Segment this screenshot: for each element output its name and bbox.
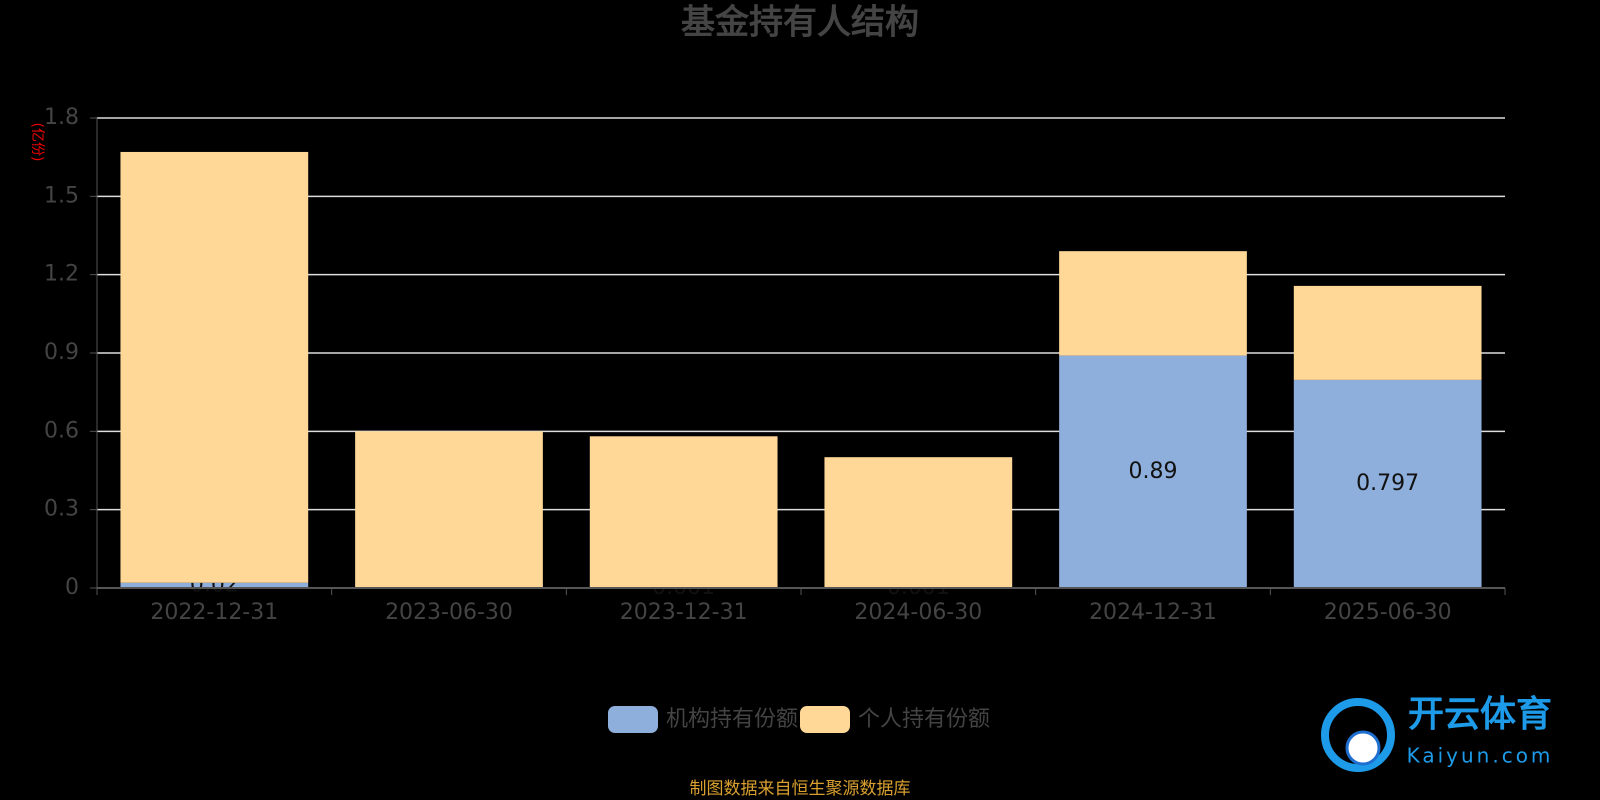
- x-tick-label: 2022-12-31: [150, 600, 278, 625]
- watermark: 开云体育 Kaiyun.com: [1321, 694, 1554, 772]
- bar-segment: [589, 436, 778, 588]
- chart-title: 基金持有人结构: [681, 3, 919, 43]
- legend-label: 个人持有份额: [858, 707, 990, 732]
- data-label: 0.89: [1129, 459, 1178, 484]
- watermark-name: 开云体育: [1408, 694, 1552, 735]
- x-tick-label: 2023-12-31: [620, 600, 748, 625]
- bar-segment: [824, 457, 1013, 588]
- bar-segment: [1059, 251, 1247, 356]
- source-note: 制图数据来自恒生聚源数据库: [690, 779, 911, 799]
- bar-segment: [1293, 379, 1482, 588]
- y-tick-label: 0.3: [44, 497, 79, 522]
- bar-segment: [120, 582, 309, 588]
- watermark-icon: [1321, 698, 1395, 772]
- bar-segment: [1059, 355, 1247, 588]
- legend-swatch: [608, 706, 658, 733]
- y-tick-label: 0.6: [44, 418, 79, 443]
- y-tick-label: 1.2: [44, 262, 79, 287]
- watermark-ball: [1345, 730, 1381, 766]
- bar-segment: [355, 431, 543, 588]
- y-tick-label: 0.9: [44, 340, 79, 365]
- legend-swatch: [800, 706, 850, 733]
- x-tick-label: 2024-12-31: [1089, 600, 1217, 625]
- legend-label: 机构持有份额: [666, 707, 798, 732]
- x-tick-label: 2025-06-30: [1324, 600, 1452, 625]
- y-tick-label: 1.8: [44, 105, 79, 130]
- bar-segment: [1293, 285, 1482, 380]
- y-axis-label: (亿份): [29, 123, 45, 162]
- y-tick-label: 0: [65, 575, 79, 600]
- x-tick-label: 2023-06-30: [385, 600, 513, 625]
- data-label: 0.797: [1356, 471, 1419, 496]
- watermark-site: Kaiyun.com: [1407, 744, 1554, 768]
- bar-segment: [120, 151, 309, 583]
- y-tick-label: 1.5: [44, 183, 79, 208]
- x-tick-label: 2024-06-30: [854, 600, 982, 625]
